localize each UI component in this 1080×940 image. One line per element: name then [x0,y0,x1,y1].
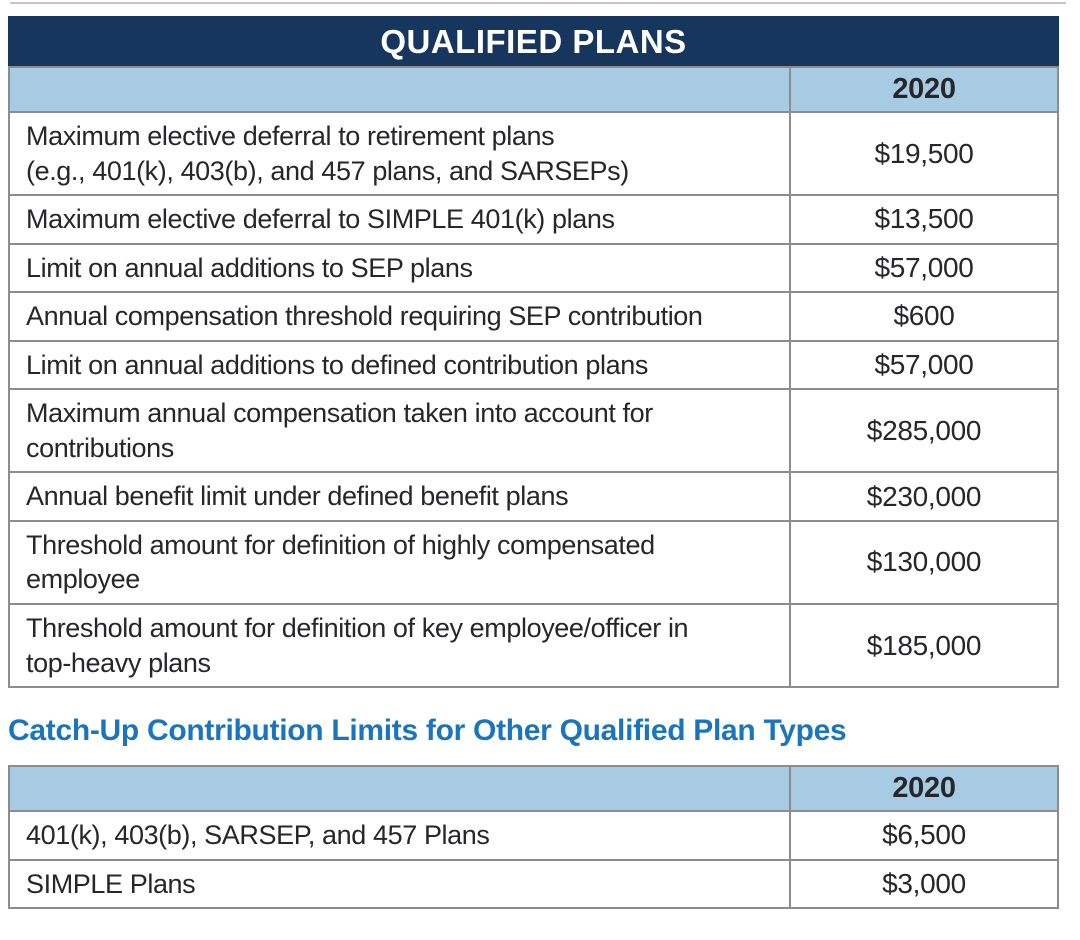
table-row: Maximum elective deferral to SIMPLE 401(… [8,194,1059,245]
row-value: $185,000 [789,603,1059,689]
row-value: $285,000 [789,388,1059,474]
row-value: $3,000 [789,858,1059,910]
row-value: $130,000 [789,519,1059,606]
table-row: Threshold amount for definition of highl… [8,519,1059,606]
catchup-section-heading: Catch-Up Contribution Limits for Other Q… [8,714,847,748]
row-value: $13,500 [789,194,1059,245]
year-header: 2020 [789,66,1059,113]
year-header-spacer [8,765,791,813]
row-label: Threshold amount for definition of highl… [8,519,791,606]
catchup-limits-table: 2020 401(k), 403(b), SARSEP, and 457 Pla… [8,765,1059,910]
year-header-spacer [8,66,791,113]
row-label: Maximum annual compensation taken into a… [8,388,791,474]
table-row: Threshold amount for definition of key e… [8,603,1059,689]
qualified-plans-table: QUALIFIED PLANS 2020 Maximum elective de… [8,16,1059,689]
table-row: Limit on annual additions to SEP plans $… [8,242,1059,294]
row-value: $19,500 [789,110,1059,197]
row-label: 401(k), 403(b), SARSEP, and 457 Plans [8,810,791,861]
year-header-row: 2020 [8,765,1059,813]
row-label: SIMPLE Plans [8,858,791,910]
table-row: Annual benefit limit under defined benef… [8,471,1059,522]
row-label: Threshold amount for definition of key e… [8,603,791,689]
table-row: Maximum annual compensation taken into a… [8,388,1059,474]
year-header-row: 2020 [8,66,1059,113]
row-label: Limit on annual additions to defined con… [8,339,791,391]
row-value: $57,000 [789,242,1059,294]
table-row: Maximum elective deferral to retirement … [8,110,1059,197]
row-label: Annual benefit limit under defined benef… [8,471,791,522]
table-row: Annual compensation threshold requiring … [8,291,1059,342]
table-row: 401(k), 403(b), SARSEP, and 457 Plans $6… [8,810,1059,861]
row-value: $600 [789,291,1059,342]
row-label: Maximum elective deferral to SIMPLE 401(… [8,194,791,245]
page-top-rule [10,2,1066,4]
table-row: SIMPLE Plans $3,000 [8,858,1059,910]
table-title-row: QUALIFIED PLANS [8,16,1059,68]
row-value: $57,000 [789,339,1059,391]
row-label: Limit on annual additions to SEP plans [8,242,791,294]
row-value: $230,000 [789,471,1059,522]
table-title: QUALIFIED PLANS [8,16,1059,68]
row-label: Annual compensation threshold requiring … [8,291,791,342]
row-label: Maximum elective deferral to retirement … [8,110,791,197]
year-header: 2020 [789,765,1059,813]
row-value: $6,500 [789,810,1059,861]
table-row: Limit on annual additions to defined con… [8,339,1059,391]
